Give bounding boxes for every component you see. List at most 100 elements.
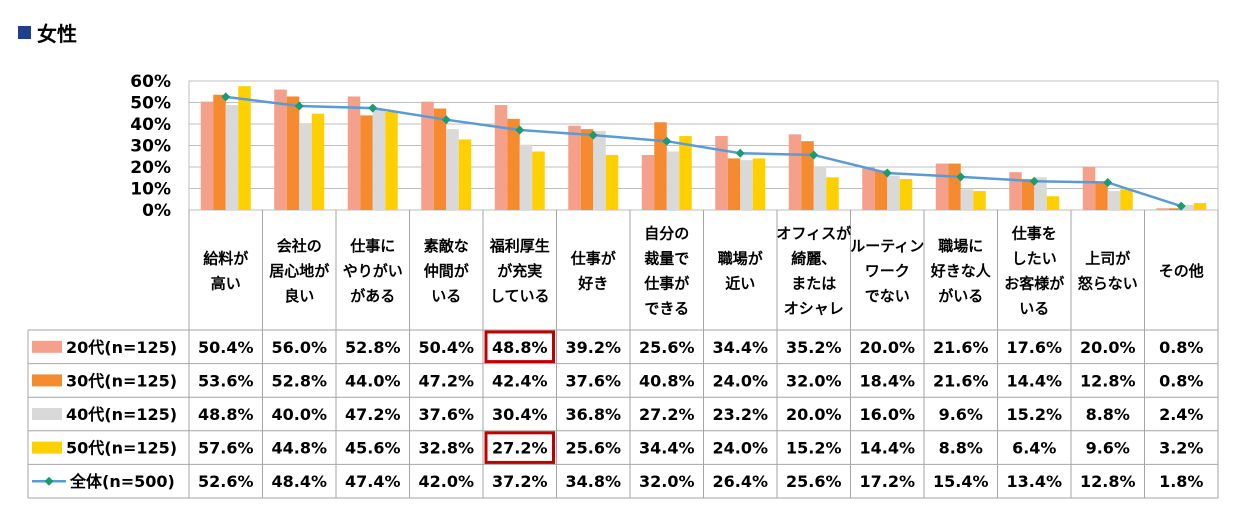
legend-key-2 (32, 408, 62, 420)
total-marker-c6 (662, 136, 672, 146)
data-label-s0-c10: 21.6% (933, 338, 989, 357)
data-label-s1-c9: 18.4% (859, 371, 915, 390)
data-label-s1-c1: 52.8% (271, 371, 327, 390)
data-label-s0-c9: 20.0% (859, 338, 915, 357)
title-square-icon (18, 26, 31, 39)
total-line (225, 95, 1182, 208)
data-label-s3-c1: 44.8% (271, 439, 327, 458)
y-tick-label: 0% (142, 201, 171, 221)
bar-s2-c12 (1107, 191, 1121, 210)
bar-s3-c10 (973, 191, 986, 210)
bar-s2-c3 (446, 129, 459, 210)
data-label-s4-c8: 25.6% (786, 472, 842, 491)
data-label-s3-c12: 9.6% (1086, 439, 1130, 458)
data-label-s4-c9: 17.2% (859, 472, 915, 491)
total-marker-c7 (735, 148, 745, 158)
data-label-s4-c4: 37.2% (492, 472, 548, 491)
data-label-s0-c11: 17.6% (1006, 338, 1062, 357)
legend-label-4: 全体(n=500) (69, 472, 175, 491)
data-label-s2-c1: 40.0% (271, 405, 327, 424)
total-marker-c1 (294, 101, 304, 111)
bar-s1-c2 (360, 115, 373, 210)
data-label-s3-c3: 32.8% (418, 439, 474, 458)
data-label-s1-c8: 32.0% (786, 371, 842, 390)
bar-s0-c8 (788, 134, 802, 210)
total-marker-c8 (809, 150, 819, 160)
bar-s1-c9 (874, 170, 888, 210)
category-label-3: 素敵な仲間がいる (424, 237, 470, 305)
legend-label-0: 20代(n=125) (66, 338, 177, 357)
highlight-box-1 (484, 431, 555, 464)
data-label-s1-c7: 24.0% (712, 371, 768, 390)
category-label-0: 給料が高い (203, 250, 249, 293)
bar-s3-c5 (605, 154, 619, 210)
total-marker-c4 (515, 125, 525, 135)
data-label-s4-c0: 52.6% (198, 472, 254, 491)
category-label-11: 仕事をしたいお客様がいる (1004, 225, 1065, 318)
data-label-s1-c10: 21.6% (933, 371, 989, 390)
total-marker-c2 (368, 103, 378, 113)
total-marker-c10 (956, 172, 966, 182)
bar-s3-c12 (1120, 189, 1133, 210)
data-label-s0-c0: 50.4% (198, 338, 254, 357)
data-label-s2-c3: 37.6% (418, 405, 474, 424)
data-label-s2-c2: 47.2% (345, 405, 401, 424)
bar-s0-c4 (494, 105, 508, 210)
bar-s3-c1 (311, 113, 325, 210)
bar-s1-c0 (213, 94, 226, 210)
category-label-1: 会社の居心地が良い (269, 237, 330, 305)
legend-label-3: 50代(n=125) (66, 439, 177, 458)
bar-s3-c4 (532, 151, 545, 210)
data-label-s0-c8: 35.2% (786, 338, 842, 357)
bar-s2-c9 (887, 175, 900, 210)
bar-s0-c11 (1009, 172, 1022, 210)
data-label-s3-c9: 14.4% (859, 439, 915, 458)
data-label-s2-c10: 9.6% (939, 405, 983, 424)
data-label-s1-c5: 37.6% (565, 371, 621, 390)
legend-key-3 (32, 441, 62, 454)
category-label-8: オフィスが綺麗、またはオシャレ (776, 225, 852, 318)
data-label-s0-c2: 52.8% (345, 338, 401, 357)
bar-s2-c2 (372, 108, 386, 210)
bar-s1-c6 (654, 122, 667, 210)
bar-s3-c8 (826, 177, 839, 210)
bar-s0-c6 (641, 154, 655, 210)
total-marker-c12 (1103, 177, 1113, 187)
bar-s0-c9 (862, 167, 875, 210)
bar-s2-c11 (1034, 177, 1047, 210)
y-tick-label: 30% (130, 137, 171, 157)
data-label-s3-c6: 34.4% (639, 439, 695, 458)
bar-s3-c2 (385, 111, 398, 210)
data-label-s3-c4: 27.2% (492, 439, 548, 458)
bar-s0-c7 (715, 136, 728, 210)
total-marker-c13 (1176, 201, 1186, 211)
total-marker-c5 (588, 130, 598, 140)
bar-s3-c3 (458, 139, 472, 210)
y-tick-label: 50% (130, 94, 171, 114)
data-label-s1-c3: 47.2% (418, 371, 474, 390)
y-tick-label: 40% (130, 115, 171, 135)
bar-s1-c13 (1168, 208, 1182, 210)
data-label-s3-c11: 6.4% (1012, 439, 1056, 458)
total-marker-c11 (1029, 176, 1039, 186)
data-label-s2-c0: 48.8% (198, 405, 254, 424)
bar-s1-c1 (286, 96, 300, 210)
bar-s1-c4 (507, 118, 520, 210)
data-label-s0-c3: 50.4% (418, 338, 474, 357)
data-label-s2-c6: 27.2% (639, 405, 695, 424)
data-label-s1-c11: 14.4% (1006, 371, 1062, 390)
data-label-s3-c5: 25.6% (565, 439, 621, 458)
bar-s2-c0 (225, 105, 239, 210)
data-label-s0-c4: 48.8% (492, 338, 548, 357)
bar-s1-c12 (1095, 182, 1108, 210)
data-label-s4-c5: 34.8% (565, 472, 621, 491)
bar-s2-c6 (666, 151, 680, 210)
bar-s2-c4 (519, 144, 533, 210)
bar-s2-c13 (1181, 204, 1194, 210)
category-label-9: ルーティンワークでない (850, 237, 924, 305)
bar-s0-c5 (568, 125, 581, 210)
data-label-s2-c8: 20.0% (786, 405, 842, 424)
y-tick-label: 60% (130, 72, 171, 92)
category-label-7: 職場が近い (718, 250, 764, 293)
